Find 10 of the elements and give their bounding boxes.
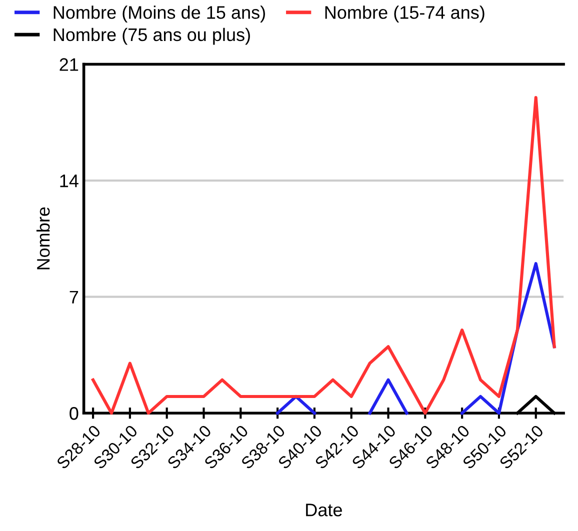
legend-label: Nombre (Moins de 15 ans) — [54, 6, 265, 22]
y-tick-label: 21 — [60, 58, 78, 71]
y-axis-title: Nombre — [36, 207, 50, 270]
x-axis-title: Date — [306, 504, 342, 516]
legend-label: Nombre (15-74 ans) — [325, 6, 484, 22]
y-tick-label: 14 — [60, 174, 78, 188]
legend-label: Nombre (75 ans ou plus) — [54, 28, 250, 45]
line-series — [92, 96, 556, 415]
y-tick-label: 0 — [70, 407, 78, 420]
y-tick-label: 7 — [70, 290, 78, 304]
